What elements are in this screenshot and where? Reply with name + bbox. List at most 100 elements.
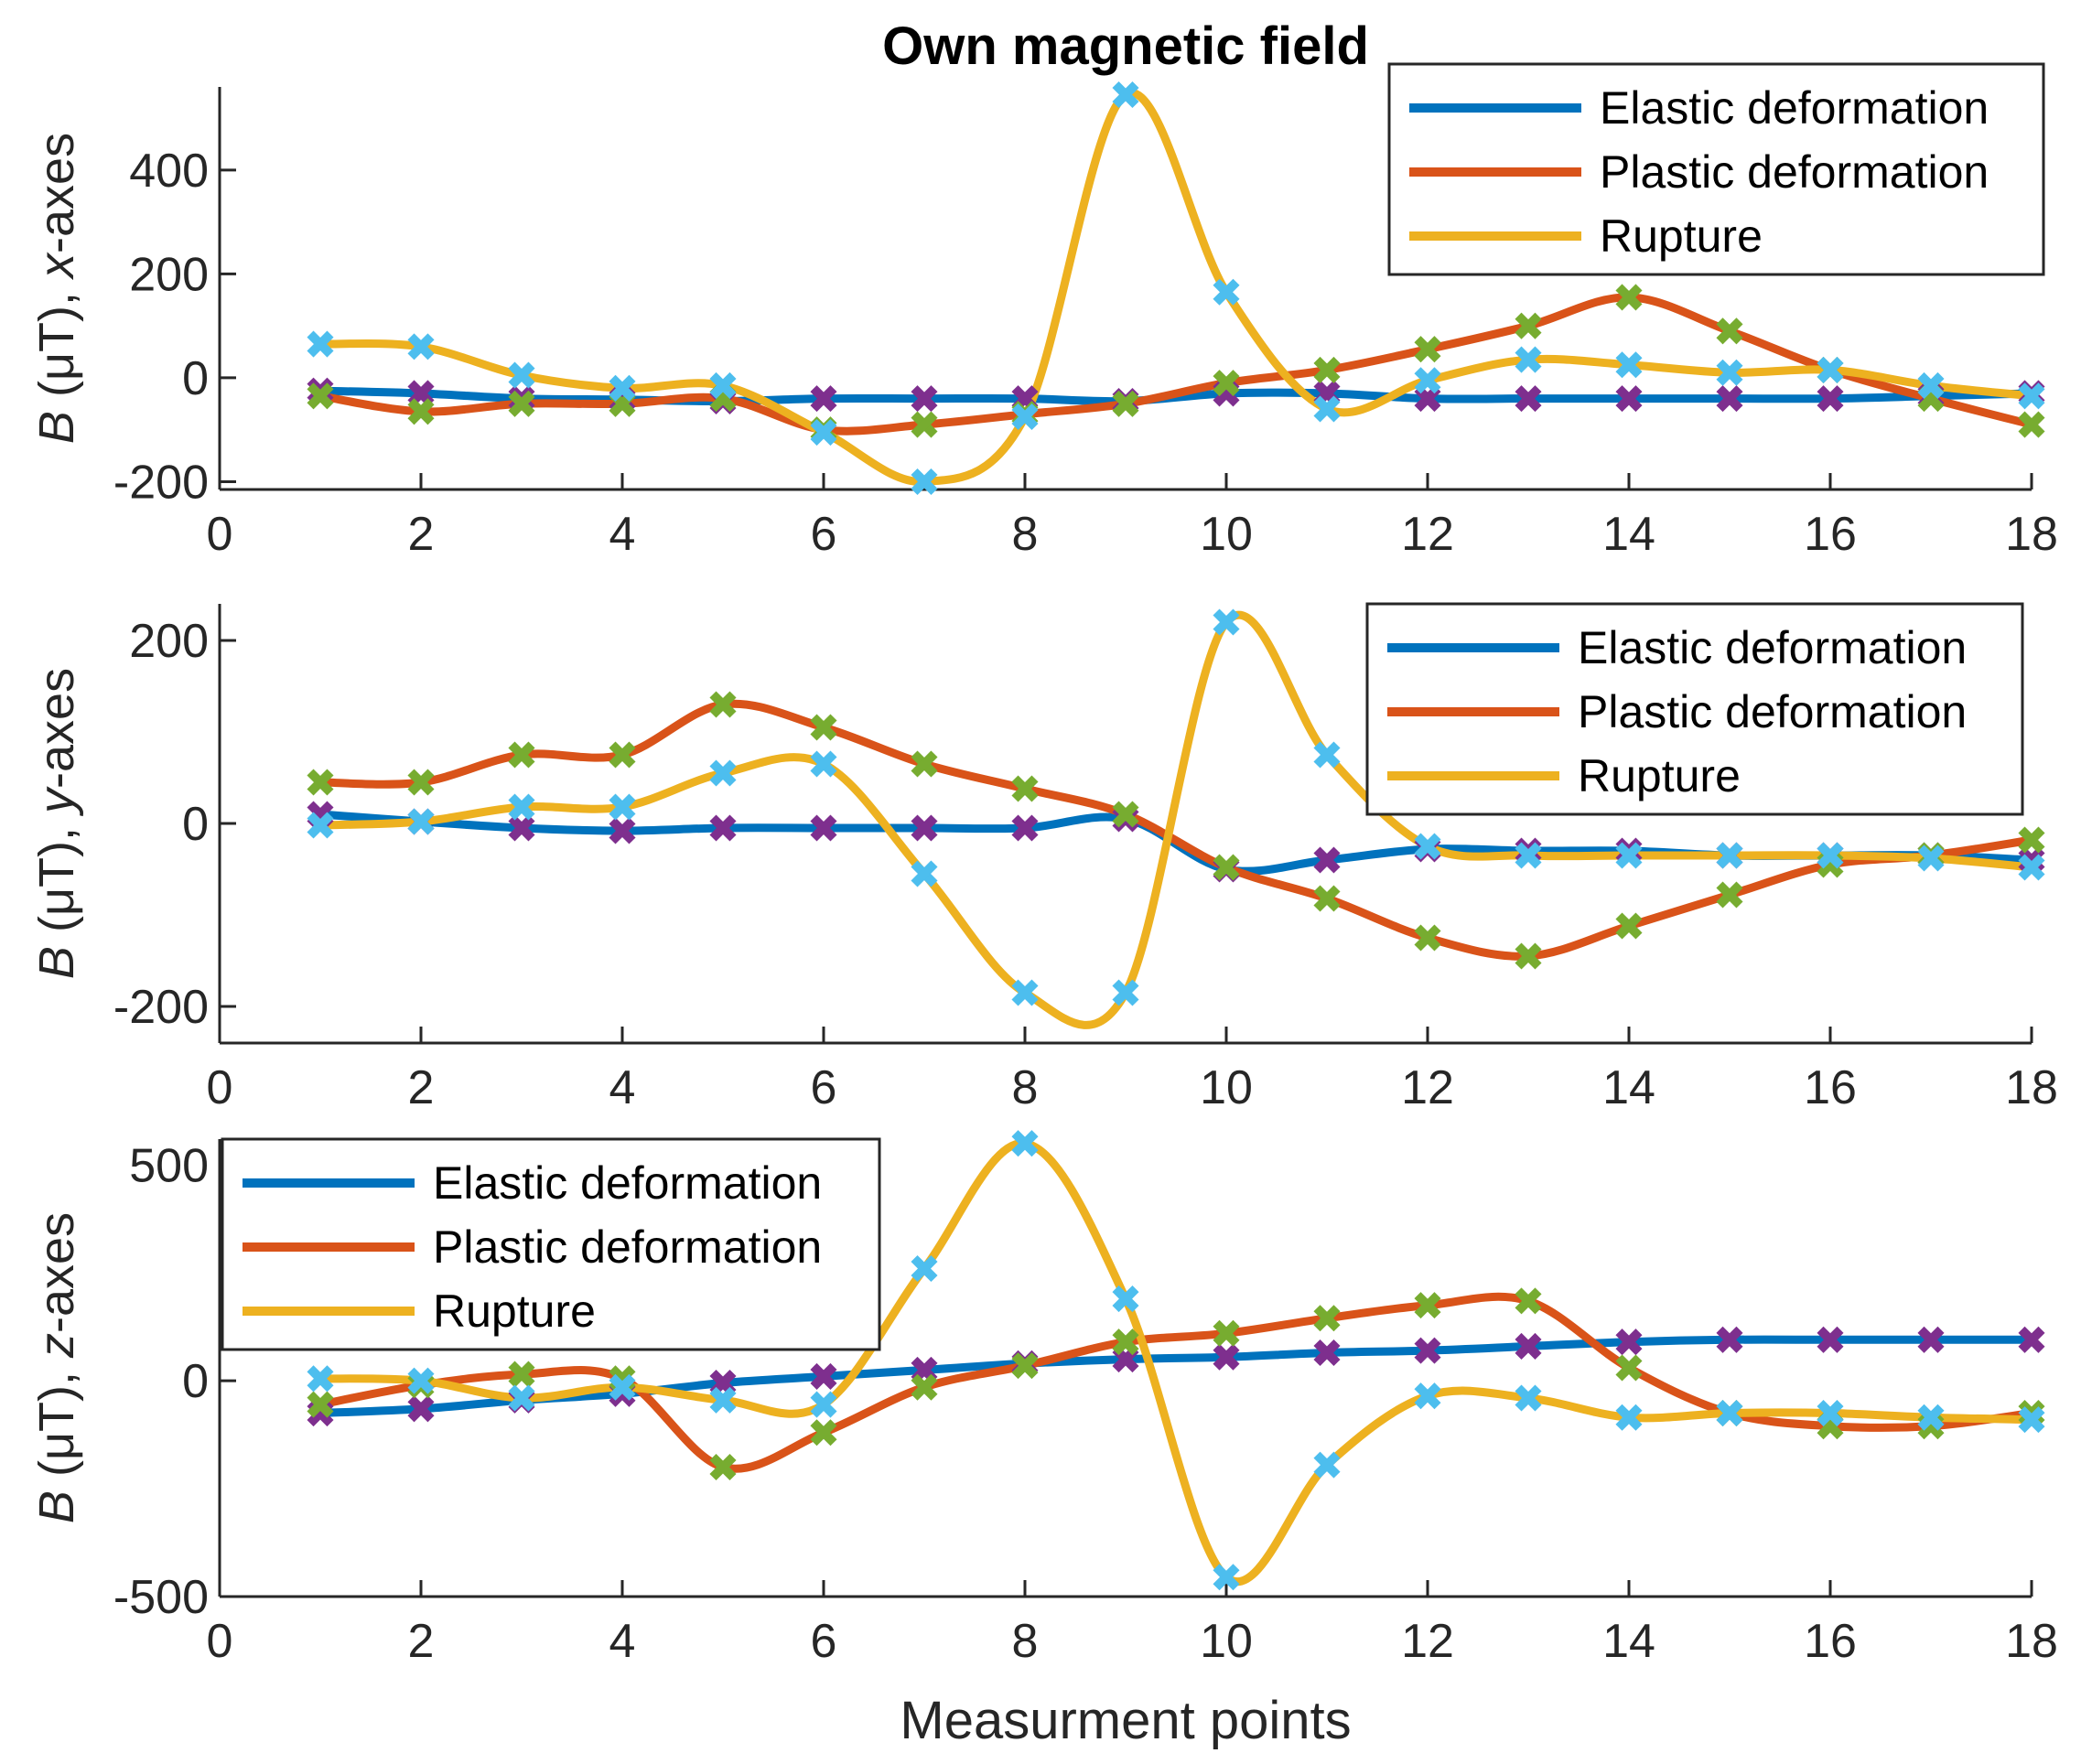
data-point-marker	[1313, 846, 1341, 874]
data-point-marker	[1313, 1305, 1341, 1332]
data-point-marker	[1112, 1285, 1139, 1313]
y-tick-label: 0	[182, 1355, 209, 1408]
x-tick-label: 2	[408, 1615, 435, 1668]
x-tick-label: 12	[1401, 1061, 1454, 1114]
markers-plastic-deformation	[307, 1287, 2045, 1481]
x-tick-label: 6	[811, 508, 837, 561]
data-point-marker	[1716, 385, 1743, 413]
data-point-marker	[1615, 842, 1643, 869]
data-point-marker	[709, 691, 737, 718]
data-point-marker	[1615, 1328, 1643, 1356]
data-point-marker	[911, 1373, 938, 1401]
data-point-marker	[1716, 842, 1743, 869]
data-point-marker	[810, 714, 837, 741]
data-point-marker	[1112, 390, 1139, 417]
legend-entry: Rupture	[1600, 210, 1763, 262]
x-tick-label: 4	[609, 1061, 636, 1114]
y-tick-label: -200	[113, 456, 209, 509]
line-rupture	[316, 610, 2036, 1029]
data-point-marker	[1011, 403, 1039, 431]
x-tick-label: 18	[2005, 508, 2058, 561]
x-tick-label: 8	[1012, 1061, 1039, 1114]
data-point-marker	[1011, 1130, 1039, 1157]
data-point-marker	[1213, 854, 1240, 881]
x-tick-label: 2	[408, 508, 435, 561]
data-point-marker	[407, 1395, 435, 1423]
legend: Elastic deformation Plastic deformation Ru…	[1387, 62, 2045, 276]
y-axis-label: B (μT), y-axes	[29, 668, 84, 979]
legend-entry: Plastic deformation	[433, 1221, 822, 1273]
x-tick-label: 0	[207, 508, 233, 561]
data-point-marker	[2018, 1326, 2045, 1353]
x-tick-label: 4	[609, 1615, 636, 1668]
data-point-marker	[609, 741, 636, 769]
data-point-marker	[307, 382, 334, 410]
data-point-marker	[508, 390, 535, 417]
data-point-marker	[508, 1361, 535, 1388]
markers-rupture	[307, 608, 2045, 1006]
data-point-marker	[1515, 1332, 1542, 1360]
x-tick-label: 10	[1200, 1615, 1253, 1668]
data-point-marker	[1313, 885, 1341, 912]
data-point-marker	[2018, 1406, 2045, 1434]
data-point-marker	[1213, 1564, 1240, 1591]
y-axis-label: B (μT), z-axes	[29, 1212, 84, 1523]
data-point-marker	[1515, 346, 1542, 373]
data-point-marker	[1615, 385, 1643, 413]
data-point-marker	[810, 750, 837, 778]
data-point-marker	[1716, 1399, 1743, 1427]
data-point-marker	[709, 1386, 737, 1414]
data-point-marker	[1817, 842, 1844, 869]
x-tick-label: 10	[1200, 508, 1253, 561]
data-point-marker	[2018, 1399, 2045, 1427]
data-point-marker	[1112, 979, 1139, 1006]
y-tick-label: 500	[129, 1139, 209, 1192]
x-tick-label: 0	[207, 1615, 233, 1668]
data-point-marker	[1011, 979, 1039, 1006]
data-point-marker	[407, 769, 435, 796]
data-point-marker	[1615, 912, 1643, 940]
data-point-marker	[307, 1391, 334, 1418]
markers-rupture	[307, 1130, 2045, 1591]
y-tick-label: -200	[113, 981, 209, 1034]
data-point-marker	[1213, 1319, 1240, 1347]
data-point-marker	[407, 333, 435, 360]
x-tick-label: 16	[1804, 1615, 1857, 1668]
data-point-marker	[2018, 411, 2045, 438]
data-point-marker	[1515, 1287, 1542, 1315]
data-point-marker	[609, 793, 636, 821]
data-point-marker	[810, 419, 837, 446]
markers-rupture	[307, 81, 2045, 496]
data-point-marker	[709, 814, 737, 842]
data-point-marker	[609, 817, 636, 844]
data-point-marker	[1313, 395, 1341, 423]
x-tick-label: 18	[2005, 1061, 2058, 1114]
x-tick-label: 6	[811, 1061, 837, 1114]
legend-entry: Plastic deformation	[1600, 146, 1989, 198]
data-point-marker	[1917, 1404, 1945, 1431]
data-point-marker	[911, 750, 938, 778]
data-point-marker	[1313, 741, 1341, 769]
data-point-marker	[1112, 801, 1139, 828]
legend-entry: Rupture	[1578, 750, 1741, 801]
data-point-marker	[1817, 1326, 1844, 1353]
data-point-marker	[1414, 336, 1441, 363]
data-point-marker	[1213, 1343, 1240, 1371]
data-point-marker	[1213, 370, 1240, 397]
data-point-marker	[1615, 1404, 1643, 1431]
figure-title: Own magnetic field	[882, 16, 1369, 76]
data-point-marker	[911, 814, 938, 842]
data-point-marker	[2018, 826, 2045, 854]
data-point-marker	[911, 468, 938, 496]
data-point-marker	[1414, 367, 1441, 394]
data-point-marker	[508, 1384, 535, 1412]
data-point-marker	[1515, 942, 1542, 970]
x-tick-label: 14	[1602, 508, 1655, 561]
data-point-marker	[1213, 608, 1240, 636]
data-point-marker	[1716, 881, 1743, 909]
data-point-marker	[810, 814, 837, 842]
y-tick-label: 0	[182, 798, 209, 851]
y-tick-label: -500	[113, 1571, 209, 1624]
